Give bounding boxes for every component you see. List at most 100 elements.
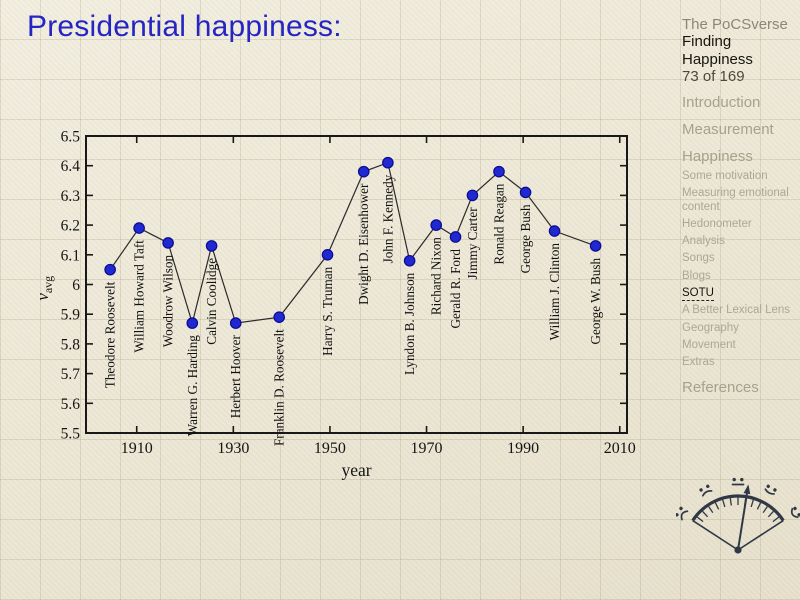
sidebar-item-label: Introduction <box>682 94 761 111</box>
sidebar-item-label: Blogs <box>682 269 711 282</box>
data-point-jimmy-carter <box>466 189 479 202</box>
sidebar-item-measuring-emotional-content[interactable]: Measuring emotional content <box>682 187 794 215</box>
sidebar: The PoCSverse Finding Happiness 73 of 16… <box>682 16 794 397</box>
gauge-tick <box>714 502 720 510</box>
sidebar-item-geography[interactable]: Geography <box>682 322 794 336</box>
y-tick-label: 6.3 <box>61 188 81 205</box>
data-point-richard-nixon <box>430 219 443 231</box>
gauge-pivot <box>734 546 742 554</box>
president-label-harry-s-truman: Harry S. Truman <box>320 266 335 355</box>
x-axis-label: year <box>341 460 371 480</box>
president-label-herbert-hoover: Herbert Hoover <box>228 335 243 419</box>
data-point-lyndon-b-johnson <box>403 254 416 267</box>
y-axis: 5.5 5.6 5.7 5.8 5.9 6 6.1 6.2 6.3 6.4 6.5 vavg <box>33 129 627 443</box>
president-label-warren-g-harding: Warren G. Harding <box>185 335 200 437</box>
gauge-tick <box>696 516 704 523</box>
sidebar-item-movement[interactable]: Movement <box>682 339 794 353</box>
data-point-william-howard-taft <box>133 222 145 234</box>
y-tick-label: 5.5 <box>61 426 81 443</box>
y-tick-label: 5.6 <box>61 396 81 413</box>
x-tick-label: 1910 <box>121 440 153 457</box>
president-label-william-j-clinton: William J. Clinton <box>547 243 562 341</box>
sidebar-item-label: Hedonometer <box>682 217 752 230</box>
x-tick-label: 1930 <box>217 440 249 457</box>
chart-canvas: 1910 1930 1950 1970 1990 2010 year 5.5 5.6 5.7 5.8… <box>33 129 636 481</box>
sidebar-item-label: Happiness <box>682 148 753 165</box>
president-label-john-f-kennedy: John F. Kennedy <box>380 174 395 263</box>
president-label-jimmy-carter: Jimmy Carter <box>465 207 480 280</box>
gauge-arc <box>691 494 785 522</box>
sidebar-item-sotu[interactable]: SOTU <box>682 287 794 301</box>
sidebar-item-label: Songs <box>682 252 715 265</box>
y-tick-label: 6 <box>72 277 80 294</box>
sidebar-item-blogs[interactable]: Blogs <box>682 270 794 284</box>
data-point-dwight-d-eisenhower <box>357 165 370 178</box>
deck-title: The PoCSverse <box>682 16 788 33</box>
data-point-woodrow-wilson <box>162 237 174 249</box>
president-label-lyndon-b-johnson: Lyndon B. Johnson <box>402 272 417 375</box>
sidebar-item-label: SOTU <box>682 287 714 301</box>
president-labels: Theodore Roosevelt William Howard Taft Woo… <box>103 174 603 446</box>
sidebar-item-analysis[interactable]: Analysis <box>682 235 794 249</box>
president-label-richard-nixon: Richard Nixon <box>429 237 444 315</box>
y-tick-label: 6.1 <box>61 247 80 264</box>
y-tick-label: 6.4 <box>61 158 81 175</box>
data-point-warren-g-harding <box>186 317 199 329</box>
data-point-franklin-d-roosevelt <box>273 311 286 323</box>
y-tick-label: 6.2 <box>61 218 80 235</box>
sidebar-item-extras[interactable]: Extras <box>682 356 794 370</box>
gauge-tick <box>762 506 768 514</box>
gauge-tick <box>722 499 726 508</box>
sidebar-item-a-better-lexical-lens[interactable]: A Better Lexical Lens <box>682 304 794 318</box>
president-label-dwight-d-eisenhower: Dwight D. Eisenhower <box>356 183 371 305</box>
y-axis-label: vavg <box>33 276 55 301</box>
x-tick-label: 2010 <box>604 440 636 457</box>
gauge-face-happy-icon <box>790 506 800 519</box>
sidebar-item-label: Geography <box>682 321 739 334</box>
gauge-edge <box>737 519 784 551</box>
x-tick-label: 1990 <box>507 440 539 457</box>
sidebar-item-some-motivation[interactable]: Some motivation <box>682 170 794 184</box>
data-point-calvin-coolidge <box>205 240 218 252</box>
y-tick-label: 5.7 <box>61 366 81 383</box>
data-point-george-w-bush <box>589 240 602 252</box>
president-label-william-howard-taft: William Howard Taft <box>132 240 147 353</box>
sidebar-item-songs[interactable]: Songs <box>682 252 794 266</box>
sidebar-item-introduction[interactable]: Introduction <box>682 94 794 112</box>
gauge-face-neutral-icon <box>731 477 745 486</box>
x-tick-label: 1970 <box>411 440 443 457</box>
gauge-needle <box>737 490 749 551</box>
data-point-herbert-hoover <box>229 317 242 329</box>
gauge-tick <box>767 510 774 518</box>
x-axis: 1910 1930 1950 1970 1990 2010 year <box>121 136 636 480</box>
y-tick-label: 6.5 <box>61 129 81 146</box>
sidebar-item-measurement[interactable]: Measurement <box>682 121 794 139</box>
gauge-tick <box>772 516 780 523</box>
gauge-face-smile-icon <box>764 484 777 495</box>
gauge-tick <box>756 502 762 510</box>
president-label-gerald-r-ford: Gerald R. Ford <box>448 249 463 329</box>
sidebar-item-label: Some motivation <box>682 169 768 182</box>
gauge-face-sad-icon <box>675 506 689 521</box>
page-indicator: 73 of 169 <box>682 67 745 85</box>
gauge-canvas <box>675 477 800 554</box>
sidebar-item-references[interactable]: References <box>682 379 794 397</box>
sidebar-item-label: References <box>682 379 759 397</box>
president-label-theodore-roosevelt: Theodore Roosevelt <box>103 281 118 388</box>
sidebar-item-happiness[interactable]: Happiness <box>682 148 794 166</box>
data-points <box>104 156 602 329</box>
lecture-title: Finding Happiness <box>682 33 753 68</box>
data-point-gerald-r-ford <box>449 231 462 243</box>
sidebar-item-label: Movement <box>682 338 736 351</box>
sidebar-item-label: Analysis <box>682 235 725 248</box>
gauge-tick <box>729 497 732 506</box>
president-label-george-w-bush: George W. Bush <box>588 257 603 344</box>
happiness-chart: 1910 1930 1950 1970 1990 2010 year 5.5 5.6 5.7 5.8… <box>30 110 670 482</box>
data-point-harry-s-truman <box>321 249 334 261</box>
president-label-calvin-coolidge: Calvin Coolidge <box>204 258 219 345</box>
data-point-george-bush <box>519 186 532 199</box>
sidebar-item-label: A Better Lexical Lens <box>682 304 791 317</box>
data-point-william-j-clinton <box>548 225 561 237</box>
sidebar-item-hedonometer[interactable]: Hedonometer <box>682 218 794 232</box>
